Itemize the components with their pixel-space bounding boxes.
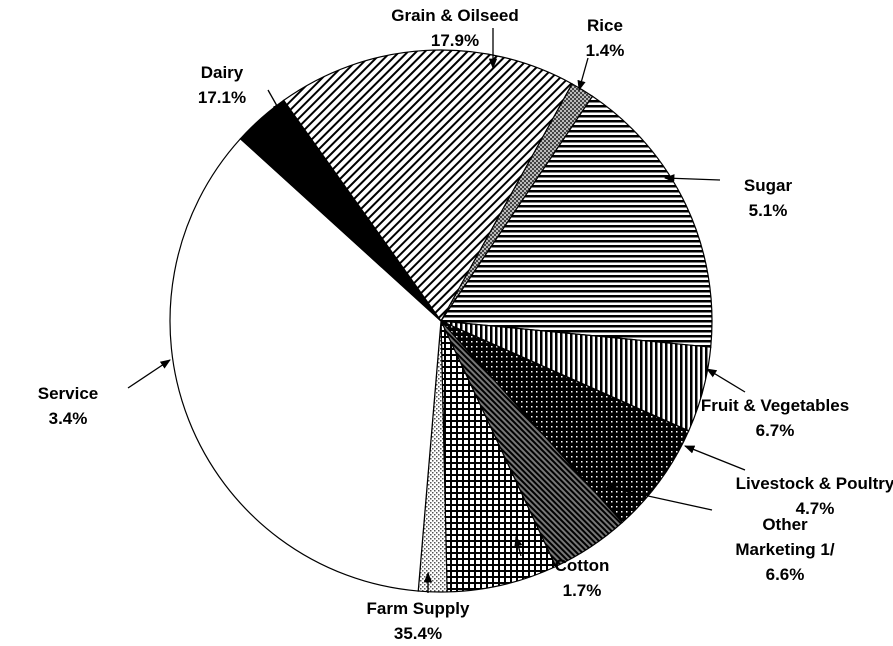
category-name: Service [37,384,99,403]
category-name: Fruit & Vegetables [700,396,850,415]
slice-label: Fruit & Vegetables 6.7% [701,393,849,443]
value-label: 4.7% [795,499,835,518]
pie-slice [440,320,557,593]
value-label: 6.6% [765,565,805,584]
slice-label: Livestock & Poultry 4.7% [736,471,893,521]
slice-label: Dairy 17.1% [198,60,246,110]
pie-slice [440,320,690,524]
slice-label: Other Marketing 1/6.6% [725,512,845,587]
category-name: Farm Supply [366,599,470,618]
label-arrow [514,535,523,557]
value-label: 5.1% [748,201,788,220]
value-label: 6.7% [755,421,795,440]
label-arrow [684,445,746,471]
label-arrow [577,57,589,92]
label-arrow [267,89,282,114]
label-arrow [605,484,713,511]
pie-slice [239,99,442,322]
label-arrow [663,174,721,183]
value-label: 1.4% [585,41,625,60]
value-label: 1.7% [562,581,602,600]
pie-slice [169,137,442,592]
slice-label: Rice 1.4% [586,13,625,63]
category-name: Cotton [554,556,610,575]
slice-label: Farm Supply 35.4% [367,596,470,646]
category-name: Sugar [743,176,793,195]
category-name: Other Marketing 1/ [735,515,835,559]
label-arrow [127,359,171,389]
pie-slice [282,49,573,323]
pie-slice [439,95,713,348]
category-name: Rice [587,16,623,35]
value-label: 17.1% [197,88,247,107]
category-name: Dairy [200,63,244,82]
value-label: 35.4% [393,624,443,643]
slice-label: Service 3.4% [38,381,99,431]
slice-label: Cotton 1.7% [555,553,610,603]
slice-label: Sugar 5.1% [744,173,792,223]
category-name: Grain & Oilseed [391,6,519,25]
value-label: 17.9% [430,31,480,50]
value-label: 3.4% [48,409,88,428]
label-arrow [706,368,746,393]
slice-label: Grain & Oilseed 17.9% [391,3,519,53]
category-name: Livestock & Poultry [735,474,893,493]
